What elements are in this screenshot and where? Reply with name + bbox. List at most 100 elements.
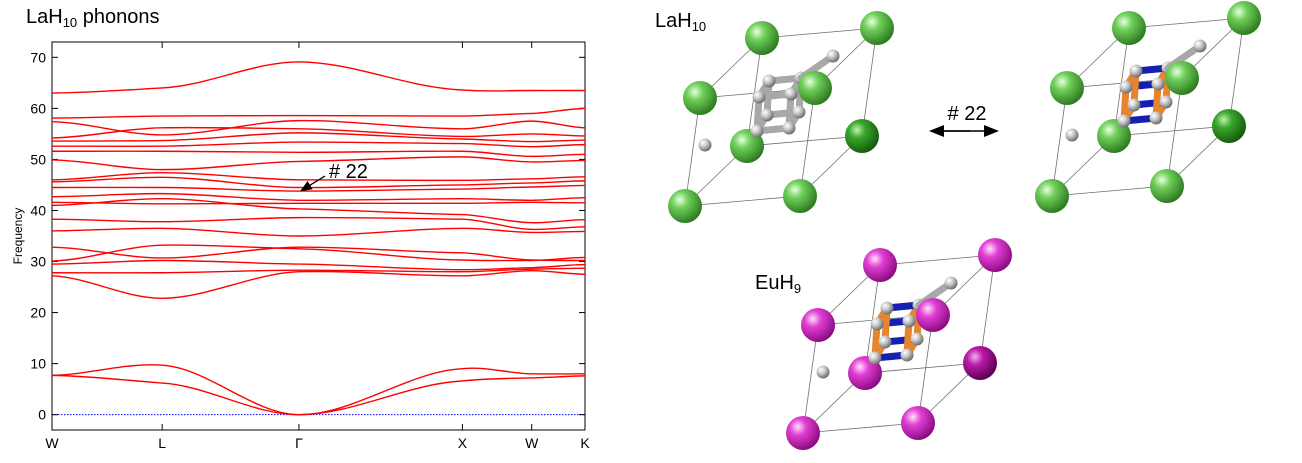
hydrogen-atom (878, 335, 892, 349)
euh9-structure-metal-atom (848, 356, 882, 390)
x-tick-label: X (458, 435, 468, 451)
hydrogen-atom (900, 348, 914, 362)
hydrogen-atom (1159, 95, 1173, 109)
hydrogen-atom (1065, 128, 1079, 142)
band-line (51, 126, 586, 139)
band-line (51, 267, 586, 274)
cell-edge (1228, 17, 1245, 127)
y-tick-label: 20 (30, 305, 46, 321)
y-tick-label: 70 (30, 49, 46, 65)
hydrogen-atom (944, 276, 958, 290)
y-tick-label: 10 (30, 356, 46, 372)
hydrogen-atom (750, 124, 764, 138)
cell-edge (1113, 27, 1130, 137)
lah10-distorted-structure-metal-atom (1035, 179, 1069, 213)
cell-edge (684, 195, 801, 207)
cell-edge (861, 27, 878, 137)
hydrogen-atom (910, 332, 924, 346)
hydrogen-atom (1129, 64, 1143, 78)
lah10-distorted-structure-metal-atom (1050, 71, 1084, 105)
cell-edge (864, 264, 881, 374)
euh9-structure-metal-atom (786, 416, 820, 450)
lah10-distorted-structure-metal-atom (1112, 11, 1146, 45)
annotation-label: # 22 (329, 161, 368, 183)
lah10-structure-metal-atom (845, 119, 879, 153)
x-tick-label: L (158, 435, 166, 451)
hydrogen-atom (792, 105, 806, 119)
hydrogen-atom (752, 90, 766, 104)
y-tick-label: 60 (30, 100, 46, 116)
plot-frame (51, 41, 586, 431)
band-line (51, 374, 586, 416)
annotation-arrow (299, 175, 326, 192)
cell-edge (746, 135, 863, 147)
band-line (51, 259, 586, 271)
y-tick-label: 50 (30, 151, 46, 167)
lah10-distorted-structure-metal-atom (1150, 169, 1184, 203)
cell-edge (1166, 77, 1183, 187)
lah10-distorted-structure-metal-atom (1227, 1, 1261, 35)
x-tick-label: W (45, 435, 59, 451)
cell-edge (864, 362, 981, 374)
hydrogen-atom (1127, 98, 1141, 112)
y-tick-label: 0 (38, 407, 46, 423)
hydrogen-atom (762, 74, 776, 88)
band-line (51, 141, 586, 148)
transition-arrow: # 22 (929, 103, 999, 137)
lah10-structure-metal-atom (730, 129, 764, 163)
band-line (51, 150, 586, 158)
band-line (51, 156, 586, 171)
lah10-structure-metal-atom (798, 71, 832, 105)
cell-edge (802, 324, 819, 434)
x-tick-label: K (580, 435, 590, 451)
y-tick-label: 40 (30, 202, 46, 218)
cell-edge (761, 27, 878, 39)
cell-edge (802, 422, 919, 434)
phonon-plot: 0 10 20 30 40 50 60 70 W L Γ X W K Frequency # 22 (11, 41, 590, 451)
euh9-structure-metal-atom (916, 298, 950, 332)
band-line (51, 364, 586, 416)
band-line (51, 176, 586, 189)
x-tick-label: Γ (295, 435, 303, 451)
lah10-structure-metal-atom (783, 179, 817, 213)
chart-title: LaH10 phonons (26, 6, 160, 30)
y-tick-label: 30 (30, 254, 46, 270)
band-line (51, 270, 586, 299)
band-line (51, 227, 586, 237)
hydrogen-atom (760, 108, 774, 122)
cell-edge (917, 314, 934, 424)
lah10-structure (668, 11, 894, 223)
hydrogen-atom (1117, 114, 1131, 128)
cell-edge (879, 254, 996, 266)
euh9-structure-metal-atom (901, 406, 935, 440)
band-line (51, 171, 586, 182)
lah10-structure-metal-atom (745, 21, 779, 55)
hydrogen-atom (902, 314, 916, 328)
hydrogen-atom (826, 49, 840, 63)
hydrogen-atom (880, 301, 894, 315)
hydrogen-atom (816, 365, 830, 379)
hydrogen-atom (698, 138, 712, 152)
band-line (51, 119, 586, 136)
euh9-structure-metal-atom (963, 346, 997, 380)
cell-edge (979, 254, 996, 364)
cell-edge (1113, 125, 1230, 137)
band-line (51, 201, 586, 205)
lah10-structure-metal-atom (860, 11, 894, 45)
lah10-structure-metal-atom (683, 81, 717, 115)
lah10-distorted-structure-metal-atom (1097, 119, 1131, 153)
lah10-structure-metal-atom (668, 189, 702, 223)
hydrogen-atom (1149, 111, 1163, 125)
lah10-distorted-structure-metal-atom (1212, 109, 1246, 143)
transition-label: # 22 (948, 103, 987, 125)
cell-edge (1051, 87, 1068, 197)
band-line (51, 61, 586, 94)
hydrogen-atom (1193, 39, 1207, 53)
hydrogen-atom (1151, 77, 1165, 91)
band-line (51, 246, 586, 262)
y-axis-label: Frequency (11, 208, 25, 265)
cell-edge (684, 97, 701, 207)
cell-edge (1128, 17, 1245, 29)
